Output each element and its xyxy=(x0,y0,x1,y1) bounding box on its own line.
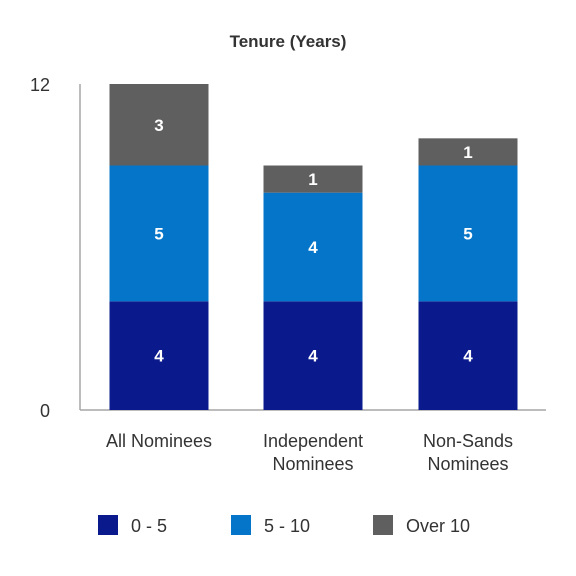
chart-title: Tenure (Years) xyxy=(230,32,347,51)
bar-segment xyxy=(263,301,363,410)
legend-swatch xyxy=(98,515,118,535)
bar-segment xyxy=(109,84,209,166)
legend-label: 0 - 5 xyxy=(131,516,167,536)
legend: 0 - 5 5 - 10 Over 10 xyxy=(98,515,470,536)
category-label: Non-Sands xyxy=(423,431,513,451)
bar-segment xyxy=(418,165,518,302)
category-label: Nominees xyxy=(272,454,353,474)
data-label: 1 xyxy=(308,170,317,189)
bar-segment xyxy=(263,192,363,302)
plot-area: 0 12 4 5 3 All Nominees 4 4 1 Independent Nominees… xyxy=(30,75,546,474)
legend-swatch xyxy=(373,515,393,535)
data-label: 5 xyxy=(154,224,163,243)
data-label: 1 xyxy=(463,143,472,162)
category-label: All Nominees xyxy=(106,431,212,451)
data-label: 5 xyxy=(463,224,472,243)
bar-segment xyxy=(418,138,518,166)
bar-segment xyxy=(109,165,209,302)
data-label: 4 xyxy=(463,347,473,366)
data-label: 4 xyxy=(308,347,318,366)
y-tick-label: 0 xyxy=(40,401,50,421)
data-label: 3 xyxy=(154,116,163,135)
data-label: 4 xyxy=(154,347,164,366)
legend-label: Over 10 xyxy=(406,516,470,536)
bar-segment xyxy=(263,165,363,193)
y-tick-label: 12 xyxy=(30,75,50,95)
legend-swatch xyxy=(231,515,251,535)
legend-label: 5 - 10 xyxy=(264,516,310,536)
bar-segment xyxy=(109,301,209,410)
bar-segment xyxy=(418,301,518,410)
category-label: Nominees xyxy=(427,454,508,474)
category-label: Independent xyxy=(263,431,363,451)
data-label: 4 xyxy=(308,238,318,257)
